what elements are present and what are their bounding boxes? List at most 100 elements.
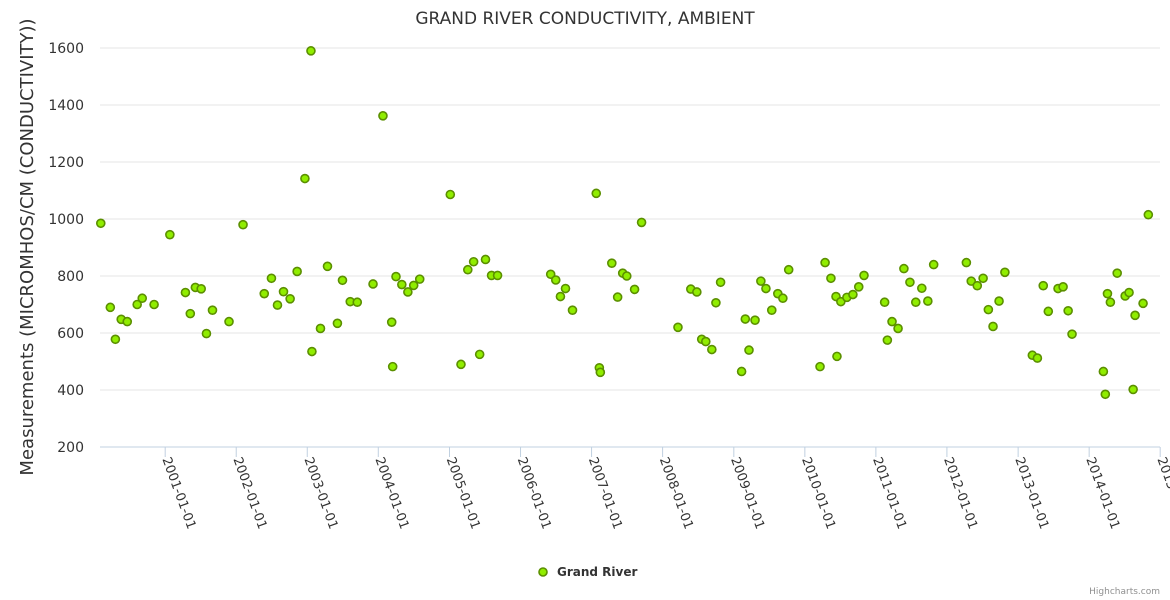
data-point[interactable] — [853, 282, 864, 292]
data-point[interactable] — [403, 287, 413, 297]
data-point[interactable] — [272, 300, 283, 310]
data-point[interactable] — [744, 345, 754, 355]
data-point[interactable] — [378, 111, 388, 121]
data-point[interactable] — [887, 316, 897, 327]
data-point[interactable] — [132, 299, 142, 310]
data-point[interactable] — [832, 351, 842, 362]
data-point[interactable] — [201, 328, 212, 339]
data-point[interactable] — [1112, 268, 1122, 278]
legend-marker-grand-river[interactable] — [538, 567, 548, 577]
data-point[interactable] — [368, 279, 378, 289]
data-point[interactable] — [905, 277, 915, 288]
data-point[interactable] — [266, 273, 277, 284]
legend-item-grand-river[interactable]: Grand River — [557, 565, 637, 579]
data-point[interactable] — [629, 284, 640, 295]
data-point[interactable] — [1138, 298, 1148, 309]
data-point[interactable] — [456, 359, 466, 370]
data-point[interactable] — [278, 286, 289, 297]
data-point[interactable] — [673, 322, 683, 333]
data-point[interactable] — [815, 361, 825, 372]
data-point[interactable] — [1000, 267, 1010, 278]
data-point[interactable] — [994, 296, 1004, 306]
data-point[interactable] — [105, 302, 116, 313]
data-point[interactable] — [928, 259, 939, 270]
data-point[interactable] — [1098, 366, 1109, 377]
data-point[interactable] — [859, 270, 869, 281]
data-point[interactable] — [567, 305, 578, 316]
data-point[interactable] — [462, 264, 473, 275]
data-point[interactable] — [1105, 297, 1116, 308]
data-point[interactable] — [259, 288, 270, 299]
data-point[interactable] — [740, 314, 751, 324]
data-point[interactable] — [95, 218, 106, 229]
data-point[interactable] — [972, 280, 983, 291]
data-point[interactable] — [238, 219, 248, 230]
data-point[interactable] — [910, 297, 921, 308]
data-point[interactable] — [492, 270, 503, 281]
data-point[interactable] — [285, 293, 295, 304]
data-point[interactable] — [180, 287, 191, 298]
data-point[interactable] — [983, 304, 994, 315]
data-point[interactable] — [750, 315, 760, 325]
data-point[interactable] — [1130, 310, 1140, 321]
data-point[interactable] — [1143, 209, 1154, 220]
data-point[interactable] — [165, 229, 175, 240]
data-point[interactable] — [882, 335, 893, 345]
data-point[interactable] — [137, 293, 148, 304]
data-point[interactable] — [474, 349, 485, 360]
data-point[interactable] — [468, 256, 479, 267]
data-point[interactable] — [337, 275, 348, 286]
data-point[interactable] — [387, 361, 398, 372]
data-point[interactable] — [397, 279, 407, 290]
data-point[interactable] — [715, 277, 726, 288]
data-point[interactable] — [445, 189, 456, 200]
data-point[interactable] — [332, 318, 343, 329]
data-point[interactable] — [756, 276, 766, 286]
data-point[interactable] — [545, 269, 556, 280]
data-point[interactable] — [414, 274, 425, 284]
data-point[interactable] — [595, 367, 606, 378]
data-point[interactable] — [307, 346, 317, 357]
data-point[interactable] — [1067, 329, 1077, 339]
legend[interactable]: Grand River — [538, 565, 637, 579]
credits-link[interactable]: Highcharts.com — [1089, 587, 1160, 597]
data-point[interactable] — [1063, 305, 1073, 316]
data-point[interactable] — [1124, 287, 1134, 298]
data-point[interactable] — [149, 299, 159, 310]
data-point[interactable] — [761, 283, 771, 294]
data-point[interactable] — [550, 275, 561, 285]
data-point[interactable] — [386, 317, 397, 327]
data-point[interactable] — [122, 316, 133, 327]
data-point[interactable] — [848, 289, 858, 300]
data-point[interactable] — [820, 257, 830, 268]
data-point[interactable] — [391, 271, 401, 282]
data-point[interactable] — [636, 217, 647, 228]
data-point[interactable] — [224, 316, 234, 327]
data-point[interactable] — [1058, 282, 1068, 292]
data-point[interactable] — [917, 283, 927, 294]
data-point[interactable] — [826, 273, 836, 284]
data-point[interactable] — [893, 323, 903, 334]
data-point[interactable] — [591, 188, 602, 199]
data-point[interactable] — [621, 271, 632, 281]
data-point[interactable] — [711, 297, 721, 308]
data-point[interactable] — [1038, 280, 1049, 291]
data-point[interactable] — [612, 292, 623, 302]
data-point[interactable] — [300, 173, 310, 184]
data-point[interactable] — [879, 297, 890, 308]
data-point[interactable] — [988, 321, 998, 332]
data-point[interactable] — [480, 254, 491, 265]
data-point[interactable] — [555, 291, 566, 302]
data-point[interactable] — [923, 296, 933, 306]
data-point[interactable] — [899, 263, 909, 274]
data-point[interactable] — [196, 284, 206, 294]
data-point[interactable] — [700, 336, 711, 347]
data-point[interactable] — [1128, 384, 1138, 395]
data-point[interactable] — [292, 266, 302, 277]
data-point[interactable] — [560, 283, 571, 294]
data-point[interactable] — [306, 46, 316, 56]
data-point[interactable] — [110, 334, 121, 345]
data-point[interactable] — [692, 287, 702, 297]
data-point[interactable] — [707, 344, 717, 355]
data-point[interactable] — [207, 305, 218, 316]
